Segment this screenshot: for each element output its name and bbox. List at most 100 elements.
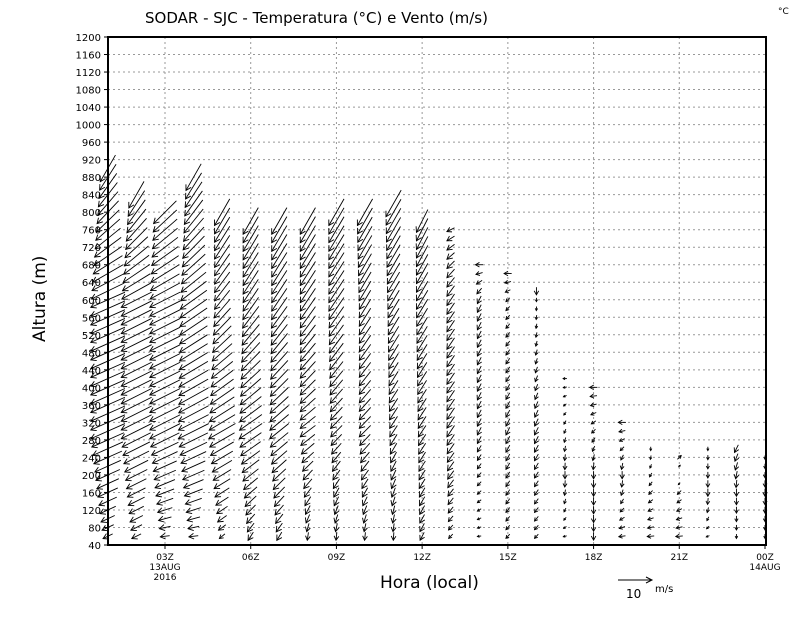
wind-vector (390, 469, 397, 481)
wind-vector-head (148, 302, 156, 309)
wind-vector (271, 252, 288, 278)
wind-vector (534, 533, 539, 539)
wind-vector (246, 522, 255, 533)
wind-vector (270, 441, 288, 457)
wind-vector (386, 226, 401, 251)
wind-vector-head (505, 491, 510, 496)
wind-vector (299, 388, 316, 404)
wind-vector (122, 441, 151, 456)
wind-vector-head (387, 303, 394, 311)
wind-vector (416, 218, 429, 242)
wind-vector-head (562, 385, 566, 389)
wind-vector-head (89, 302, 97, 309)
wind-vector-head (128, 508, 136, 515)
wind-vector-head (153, 474, 161, 481)
wind-vector-head (212, 337, 219, 345)
wind-vector (305, 505, 311, 515)
wind-vector-head (154, 482, 162, 490)
wind-vector-head (534, 351, 539, 356)
wind-vector-head (271, 245, 278, 253)
wind-vector-head (418, 491, 425, 498)
wind-vector-head (126, 491, 134, 498)
wind-vector-head (185, 507, 193, 515)
wind-vector (299, 415, 316, 429)
wind-vector-head (357, 244, 364, 252)
wind-vector (150, 273, 180, 291)
wind-vector (299, 252, 316, 278)
wind-vector-head (476, 342, 482, 349)
wind-vector-head (562, 526, 566, 529)
wind-vector-head (647, 508, 652, 512)
y-tick-label: 440 (82, 366, 101, 377)
wind-vector-head (209, 407, 217, 414)
wind-vector-head (386, 261, 393, 268)
wind-vector (476, 304, 482, 313)
wind-vector-head (271, 236, 278, 244)
wind-vector-head (152, 234, 159, 241)
wind-vector (418, 443, 427, 455)
wind-vector-head (675, 508, 681, 512)
wind-vector-head (674, 533, 680, 539)
wind-vector (390, 460, 397, 472)
wind-vector-head (148, 337, 156, 344)
wind-vector-head (89, 354, 97, 361)
wind-vector (184, 190, 203, 217)
wind-vector (334, 505, 339, 515)
wind-vector-head (148, 328, 156, 335)
wind-vector (476, 436, 482, 444)
chart-title: SODAR - SJC - Temperatura (°C) e Vento (… (145, 9, 488, 27)
wind-vector-head (447, 517, 453, 523)
wind-vector-head (187, 533, 195, 540)
wind-vector (647, 526, 654, 529)
wind-vector-head (124, 475, 132, 482)
wind-vector-head (328, 330, 335, 338)
wind-vector-head (475, 280, 481, 285)
wind-vector (179, 343, 208, 362)
wind-vector-head (418, 482, 425, 490)
corner-unit: °C (778, 7, 789, 17)
wind-vector-head (390, 535, 397, 542)
wind-vector (149, 353, 181, 370)
wind-vector (153, 460, 177, 472)
wind-vector (152, 218, 178, 241)
wind-vector (476, 313, 482, 322)
wind-vector-head (503, 270, 509, 277)
wind-vector (128, 496, 145, 506)
wind-vector (242, 315, 260, 337)
wind-vector (271, 450, 288, 465)
wind-vector-head (733, 483, 740, 489)
wind-vector (269, 396, 289, 414)
wind-vector-head (93, 251, 101, 258)
wind-vector (416, 272, 429, 293)
wind-vector-head (617, 533, 623, 539)
wind-vector-head (329, 405, 337, 413)
wind-vector (447, 497, 454, 505)
wind-vector (388, 380, 399, 395)
wind-vector (476, 445, 482, 453)
wind-vector-head (446, 299, 453, 307)
wind-vector (299, 333, 316, 354)
wind-vector-head (591, 456, 596, 462)
wind-vector-head (100, 516, 108, 523)
wind-vector-head (562, 403, 566, 407)
wind-vector (358, 398, 372, 412)
wind-vector-head (299, 262, 306, 270)
wind-vector-head (120, 372, 128, 379)
wind-vector-head (534, 395, 539, 401)
wind-vector-head (301, 465, 309, 472)
wind-vector (208, 414, 236, 431)
wind-vector (149, 370, 181, 387)
wind-vector-head (151, 458, 159, 465)
wind-vector (214, 289, 231, 310)
wind-vector-head (562, 534, 566, 538)
wind-vector (333, 496, 340, 506)
wind-vector (242, 270, 259, 295)
wind-vector-head (299, 236, 306, 244)
wind-vector-head (590, 492, 597, 498)
wind-vector-head (181, 269, 188, 276)
wind-vector (121, 326, 152, 343)
wind-vector (446, 293, 455, 306)
wind-vector-head (240, 373, 248, 380)
wind-vector-head (476, 350, 482, 357)
